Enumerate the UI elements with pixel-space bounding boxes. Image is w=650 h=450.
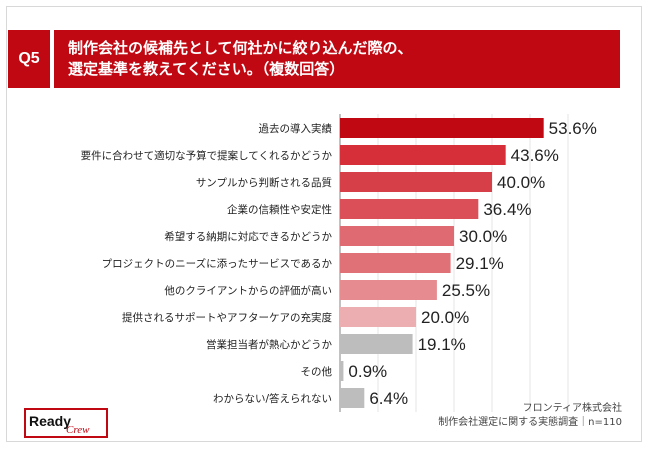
bar [340, 388, 365, 408]
bars [340, 118, 544, 408]
value-label: 19.1% [418, 335, 466, 354]
bar [340, 361, 344, 381]
question-header: 制作会社の候補先として何社かに絞り込んだ際の、 選定基準を教えてください。（複数… [54, 30, 620, 88]
labels: 過去の導入実績 53.6% 要件に合わせて適切な予算で提案してくれるかどうか 43.6… [81, 119, 597, 408]
bar [340, 226, 454, 246]
value-label: 6.4% [369, 389, 408, 408]
source-survey: 制作会社選定に関する実態調査｜n=110 [438, 417, 622, 428]
bar [340, 253, 451, 273]
bar [340, 199, 479, 219]
source-note: フロンティア株式会社 制作会社選定に関する実態調査｜n=110 [438, 402, 622, 430]
source-company: フロンティア株式会社 [522, 403, 622, 414]
category-label: わからない/答えられない [213, 392, 332, 405]
bar [340, 334, 413, 354]
value-label: 43.6% [511, 146, 559, 165]
question-number: Q5 [18, 50, 40, 67]
logo-text-ready: Ready [29, 413, 72, 429]
logo-text-crew: Crew [66, 424, 90, 436]
question-title-line1: 制作会社の候補先として何社かに絞り込んだ際の、 [68, 39, 413, 57]
category-label: 企業の信頼性や安定性 [227, 203, 332, 216]
value-label: 29.1% [456, 254, 504, 273]
bar [340, 280, 437, 300]
question-title-line2: 選定基準を教えてください。（複数回答） [68, 60, 345, 78]
category-label: 提供されるサポートやアフターケアの充実度 [122, 311, 332, 324]
bar [340, 145, 506, 165]
category-label: 過去の導入実績 [259, 122, 333, 135]
category-label: 希望する納期に対応できるかどうか [164, 230, 332, 243]
value-label: 40.0% [497, 173, 545, 192]
category-label: プロジェクトのニーズに添ったサービスであるか [102, 257, 333, 270]
category-label: サンプルから判断される品質 [196, 176, 332, 189]
bar [340, 307, 416, 327]
ready-crew-logo: Ready Crew [24, 408, 108, 438]
category-label: その他 [301, 365, 333, 378]
question-badge: Q5 [8, 30, 50, 88]
category-label: 営業担当者が熱心かどうか [206, 338, 332, 351]
value-label: 20.0% [421, 308, 469, 327]
bar [340, 118, 544, 138]
value-label: 0.9% [348, 362, 387, 381]
bar [340, 172, 492, 192]
category-label: 他のクライアントからの評価が高い [164, 284, 332, 297]
value-label: 30.0% [459, 227, 507, 246]
category-label: 要件に合わせて適切な予算で提案してくれるかどうか [81, 149, 333, 162]
value-label: 36.4% [483, 200, 531, 219]
value-label: 25.5% [442, 281, 490, 300]
value-label: 53.6% [549, 119, 597, 138]
